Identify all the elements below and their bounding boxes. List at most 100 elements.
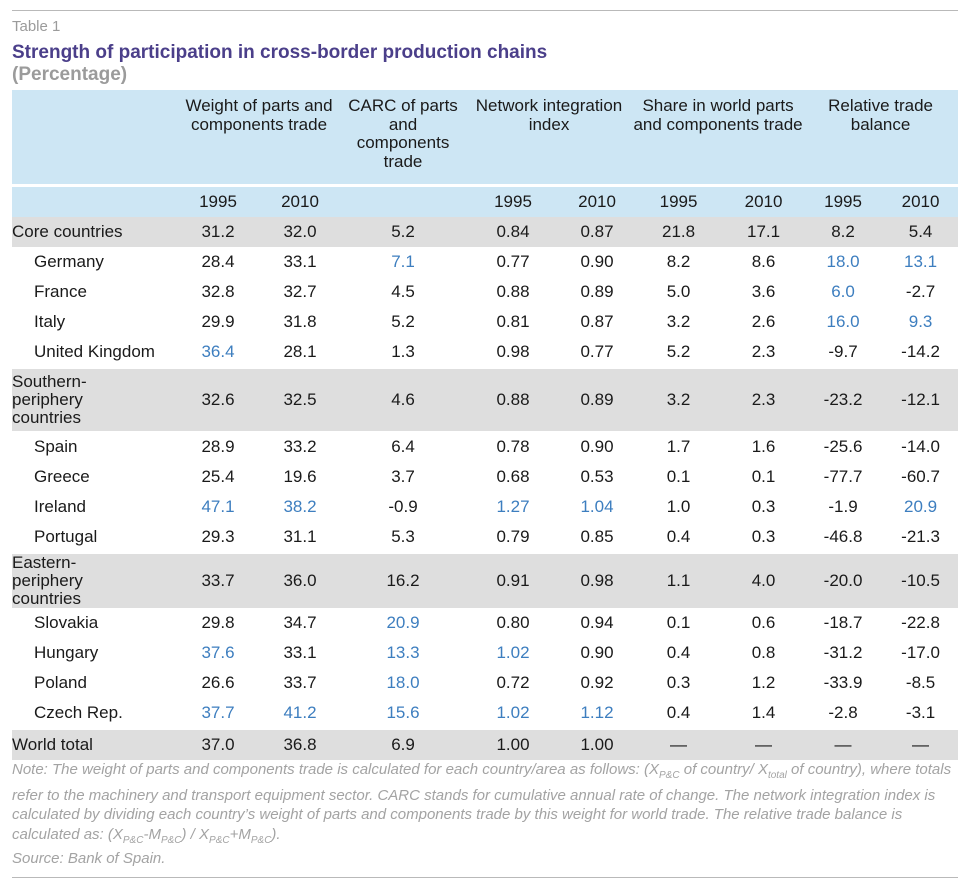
table-cell: 2.3: [724, 369, 804, 431]
table-cell: 0.94: [580, 613, 614, 632]
table-cell: 0.79: [496, 527, 530, 546]
table-cell: 0.4: [666, 703, 691, 722]
table-cell: 3.2: [666, 312, 691, 331]
table-cell: 0.88: [496, 282, 530, 301]
table-cell: -33.9: [823, 673, 863, 692]
table-cell: 0.88: [465, 369, 562, 431]
table-cell: —: [883, 730, 959, 760]
table-subtitle: (Percentage): [12, 64, 128, 85]
row-spacer-cell: [12, 552, 959, 554]
table-cell: 0.89: [561, 369, 634, 431]
table-row: Slovakia 29.8 34.7 20.9 0.80 0.94 0.1 0.6 -18.7 -…: [12, 608, 958, 638]
note-text: Note: The weight of parts and components…: [12, 761, 660, 778]
table-cell: 29.8: [201, 613, 235, 632]
year-carc-blank: [341, 184, 466, 217]
group-row: World total 37.0 36.8 6.9 1.00 1.00— — — —: [12, 730, 959, 760]
note-subscript: total: [767, 770, 787, 781]
row-label: Slovakia: [34, 613, 99, 632]
table-cell: -60.7: [901, 467, 940, 486]
table-cell: 1.2: [751, 673, 776, 692]
table-cell: 5.2: [391, 312, 415, 331]
table-cell: 3.2: [633, 369, 725, 431]
bottom-rule: [12, 877, 958, 878]
table-cell: 18.0: [386, 673, 420, 692]
table-cell: 6.4: [391, 436, 415, 456]
group-row: Eastern-periphery countries 33.7 36.0 16.2 0…: [12, 554, 959, 608]
year-balance-2010: 2010: [883, 184, 959, 217]
row-label: Italy: [34, 312, 66, 331]
table-cell: 18.0: [826, 252, 860, 271]
table-cell: 28.4: [201, 252, 235, 271]
table-row: Portugal 29.3 31.1 5.3 0.79 0.85 0.4 0.3 -46.8 -2…: [12, 522, 958, 552]
table-cell: 0.81: [496, 312, 530, 331]
row-label: Poland: [34, 673, 87, 692]
table-cell: -14.0: [901, 436, 940, 456]
table-cell: 3.7: [391, 467, 415, 486]
table-cell: 29.9: [201, 312, 235, 331]
table-cell: 32.7: [283, 282, 317, 301]
table-cell: 38.2: [283, 497, 317, 516]
row-label: Portugal: [34, 527, 98, 546]
table-row: Germany 28.4 33.1 7.1 0.77 0.90 8.2 8.6 18.0 13.1: [12, 247, 958, 277]
table-cell: 36.4: [201, 342, 235, 361]
row-spacer: [12, 728, 959, 730]
table-cell: 36.0: [259, 554, 342, 608]
table-cell: 37.0: [177, 730, 259, 760]
table-cell: —: [803, 730, 884, 760]
row-spacer: [12, 552, 959, 554]
table-cell: -20.0: [803, 554, 884, 608]
header-weight: Weight of parts and components trade: [177, 90, 342, 186]
table-cell: 0.92: [580, 673, 614, 692]
row-label: Czech Rep.: [34, 703, 123, 722]
table-cell: 33.7: [177, 554, 259, 608]
table-cell: -0.9: [388, 497, 418, 516]
table-cell: -17.0: [901, 643, 940, 662]
table-cell: 17.1: [724, 217, 804, 247]
group-row: Core countries 31.2 32.0 5.2 0.84 0.87 21.8 17.…: [12, 217, 959, 247]
table-cell: 31.1: [283, 527, 317, 546]
year-balance-1995: 1995: [803, 184, 884, 217]
table-row: Spain 28.9 33.2 6.4 0.78 0.90 1.7 1.6 -25.6 -14.0: [12, 431, 958, 462]
note-subscript: P&C: [209, 834, 230, 846]
table-cell: 1.00: [561, 730, 634, 760]
table-cell: 6.0: [831, 282, 855, 301]
table-cell: 41.2: [283, 703, 317, 722]
table-cell: 0.85: [580, 527, 614, 546]
table-cell: 5.2: [341, 217, 466, 247]
table-cell: 0.77: [580, 342, 614, 361]
table-cell: 20.9: [904, 497, 938, 516]
table-cell: 37.6: [201, 643, 235, 662]
table-cell: 0.1: [666, 613, 691, 632]
table-cell: 0.84: [465, 217, 562, 247]
table-cell: 8.6: [751, 252, 776, 271]
table-cell: 32.0: [259, 217, 342, 247]
year-network-1995: 1995: [465, 184, 562, 217]
table-cell: -12.1: [883, 369, 959, 431]
note-text: -M: [143, 825, 161, 843]
row-spacer: [12, 367, 959, 369]
table-cell: -21.3: [901, 527, 940, 546]
note-text: ) / X: [181, 825, 210, 843]
row-label: Hungary: [34, 643, 99, 662]
year-network-2010: 2010: [561, 184, 634, 217]
table-cell: 0.53: [580, 467, 614, 486]
table-cell: 8.2: [666, 252, 691, 271]
table-cell: 1.02: [496, 643, 530, 662]
table-cell: 9.3: [908, 312, 933, 331]
year-share-2010: 2010: [724, 184, 804, 217]
table-cell: 0.3: [751, 497, 776, 516]
table-cell: -77.7: [823, 467, 863, 486]
table-cell: 5.3: [391, 527, 415, 546]
table-cell: 4.0: [724, 554, 804, 608]
table-cell: 0.87: [561, 217, 634, 247]
table-row: Hungary 37.6 33.1 13.3 1.02 0.90 0.4 0.8 -31.2 -1…: [12, 638, 958, 668]
table-cell: 2.3: [751, 342, 776, 361]
table-cell: 1.04: [580, 497, 614, 516]
note-text: of country/ X: [679, 761, 768, 778]
table-cell: 0.4: [666, 643, 691, 662]
table-cell: 26.6: [201, 673, 235, 692]
row-spacer-cell: [12, 367, 959, 369]
table-cell: 1.27: [496, 497, 530, 516]
table-cell: 0.8: [751, 643, 776, 662]
table-cell: 4.6: [341, 369, 466, 431]
